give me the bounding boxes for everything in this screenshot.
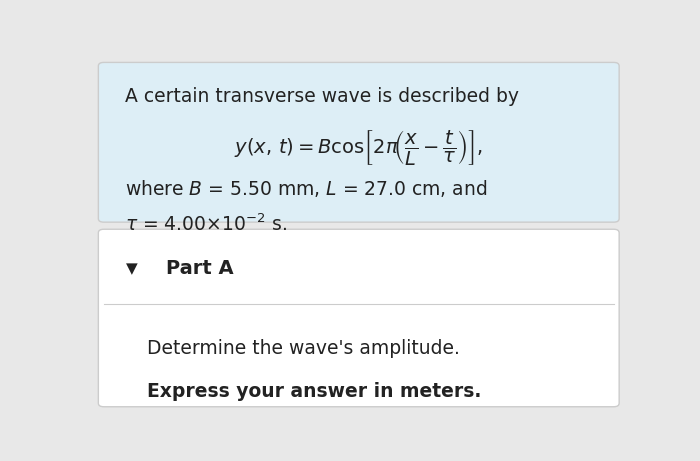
Text: Express your answer in meters.: Express your answer in meters.	[147, 382, 482, 401]
Text: A certain transverse wave is described by: A certain transverse wave is described b…	[125, 87, 519, 106]
Text: Determine the wave's amplitude.: Determine the wave's amplitude.	[147, 339, 460, 358]
FancyBboxPatch shape	[98, 62, 619, 222]
Text: ▼: ▼	[125, 261, 137, 276]
Text: $\tau$ = 4.00$\times$10$^{-2}$ s.: $\tau$ = 4.00$\times$10$^{-2}$ s.	[125, 213, 288, 235]
Text: $y(x,\, t) = B\cos\!\left[2\pi\!\left(\dfrac{x}{L} - \dfrac{t}{\tau}\right)\righ: $y(x,\, t) = B\cos\!\left[2\pi\!\left(\d…	[234, 128, 483, 167]
Text: where $B$ = 5.50 mm, $L$ = 27.0 cm, and: where $B$ = 5.50 mm, $L$ = 27.0 cm, and	[125, 178, 488, 199]
FancyBboxPatch shape	[98, 229, 619, 407]
Text: Part A: Part A	[166, 260, 234, 278]
